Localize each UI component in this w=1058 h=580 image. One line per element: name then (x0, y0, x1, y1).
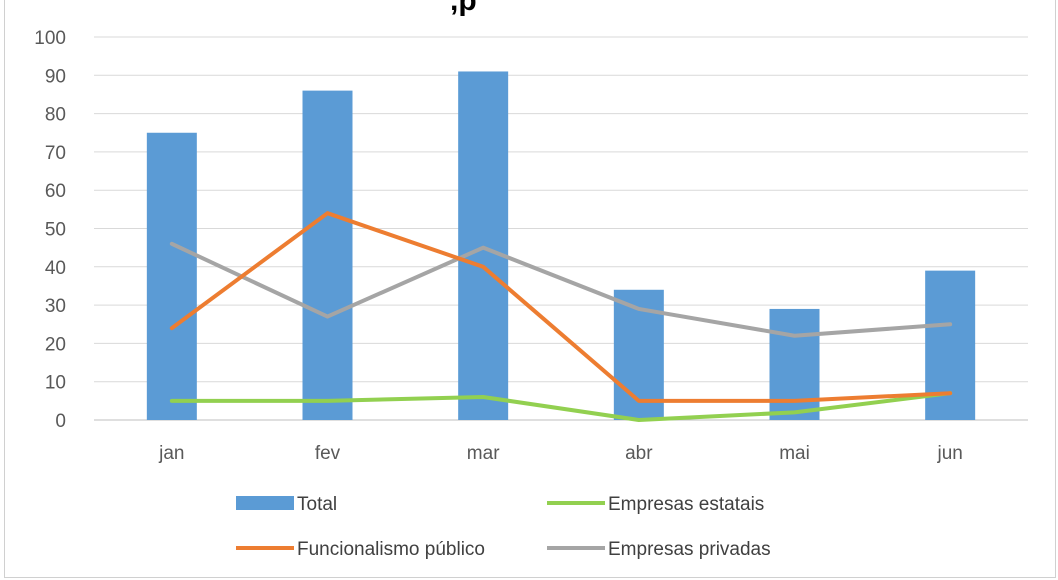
bar-jan (146, 132, 197, 420)
x-tick-label-jun: jun (936, 443, 962, 464)
bar-jun (925, 270, 976, 420)
y-tick-label: 50 (45, 220, 66, 241)
line-empresas-privadas (169, 241, 953, 338)
y-axis-ticks: 0 10 20 30 40 50 60 70 80 90 100 (34, 28, 66, 432)
legend-label: Empresas privadas (608, 539, 771, 560)
legend-label: Empresas estatais (608, 494, 764, 515)
y-tick-label: 30 (45, 296, 66, 317)
y-tick-label: 100 (34, 28, 66, 49)
bar-series (146, 71, 976, 421)
x-tick-label-jan: jan (158, 443, 184, 464)
legend-label: Funcionalismo público (297, 539, 485, 560)
legend: Total Empresas estatais Funcionalismo públ… (236, 494, 771, 560)
y-tick-label: 60 (45, 181, 66, 202)
y-tick-label: 90 (45, 66, 66, 87)
line-empresas-estatais (169, 391, 953, 422)
legend-item-funcionalismo-publico: Funcionalismo público (236, 539, 485, 560)
bar-mai (769, 308, 820, 420)
y-tick-label: 0 (55, 411, 66, 432)
legend-item-empresas-estatais: Empresas estatais (547, 494, 764, 515)
y-tick-label: 40 (45, 258, 66, 279)
y-tick-label: 80 (45, 105, 66, 126)
legend-item-empresas-privadas: Empresas privadas (547, 539, 771, 560)
x-tick-label-mai: mai (779, 443, 810, 464)
legend-label: Total (297, 494, 337, 515)
bar-fev (302, 90, 353, 421)
gridlines (94, 36, 1028, 421)
y-tick-label: 20 (45, 334, 66, 355)
y-tick-label: 70 (45, 143, 66, 164)
x-axis-ticks: jan fev mar abr mai jun (158, 443, 963, 464)
legend-item-total: Total (236, 494, 337, 515)
line-series (169, 211, 953, 422)
x-tick-label-fev: fev (315, 443, 341, 464)
x-tick-label-abr: abr (625, 443, 653, 464)
legend-swatch (236, 496, 294, 510)
x-tick-label-mar: mar (467, 443, 500, 464)
chart-title-fragment: ,p (450, 0, 477, 17)
line-funcionalismo-publico (169, 211, 953, 403)
y-tick-label: 10 (45, 373, 66, 394)
